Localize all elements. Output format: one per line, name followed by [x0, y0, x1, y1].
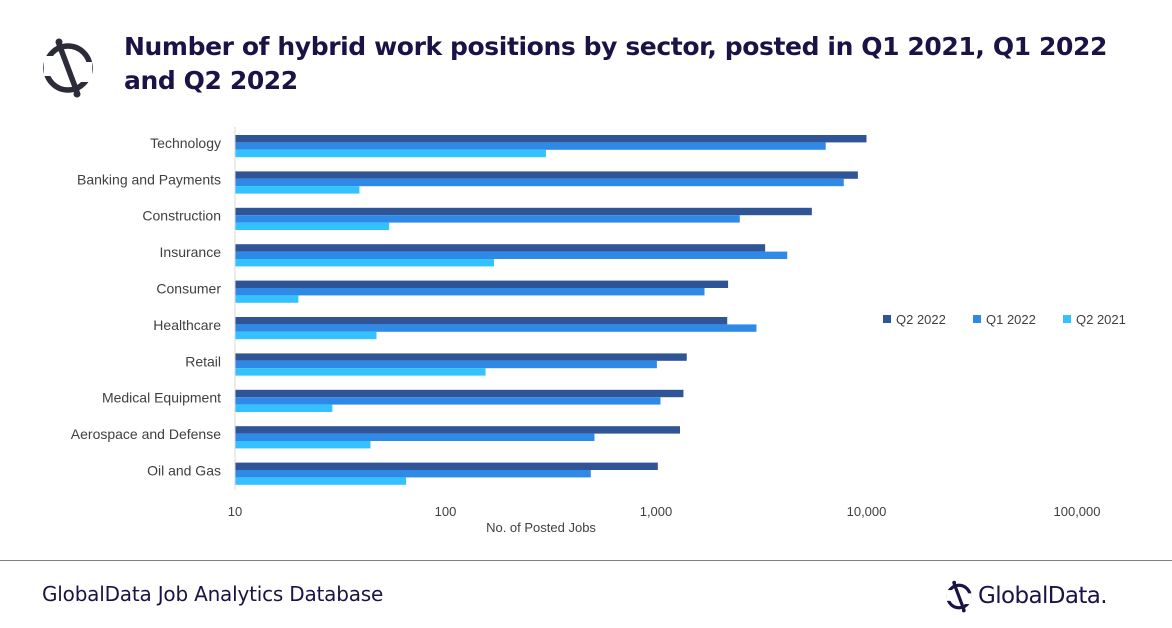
category-label-medical-equipment: Medical Equipment: [102, 390, 221, 406]
category-label-healthcare: Healthcare: [153, 317, 221, 333]
bar-chart: Technology Banking and Payments Constructi…: [71, 127, 1126, 535]
bar-insurance-q1-2022: [235, 251, 788, 259]
category-label-technology: Technology: [150, 135, 221, 151]
bar-medical-equipment-q1-2022: [235, 397, 661, 405]
category-label-consumer: Consumer: [156, 281, 221, 297]
globaldata-logo-icon: [43, 38, 93, 98]
legend-label-q1-2022: Q1 2022: [986, 312, 1036, 327]
category-label-insurance: Insurance: [160, 244, 222, 260]
bar-insurance-q2-2022: [235, 244, 766, 252]
legend: Q2 2022 Q1 2022 Q2 2021: [883, 312, 1126, 327]
bars-group: [235, 135, 867, 485]
bar-insurance-q2-2021: [235, 259, 495, 267]
legend-swatch-q2-2021: [1063, 315, 1071, 323]
brand-name: GlobalData.: [978, 583, 1108, 609]
brand-logo: GlobalData.: [944, 576, 1108, 616]
globaldata-brand-icon: [946, 580, 972, 613]
bar-construction-q2-2022: [235, 207, 812, 216]
x-tick-label: 1,000: [640, 504, 673, 519]
bar-consumer-q1-2022: [235, 288, 705, 296]
bar-healthcare-q2-2022: [235, 317, 728, 325]
bar-aerospace-and-defense-q2-2022: [235, 426, 680, 434]
bar-banking-and-payments-q2-2022: [235, 171, 858, 179]
x-tick-labels: 10 100 1,000 10,000 100,000: [228, 504, 1101, 519]
bar-retail-q2-2022: [235, 353, 687, 361]
bar-retail-q1-2022: [235, 360, 657, 369]
x-tick-label: 100: [435, 504, 457, 519]
legend-label-q2-2021: Q2 2021: [1076, 312, 1126, 327]
bar-technology-q2-2022: [235, 135, 867, 143]
bar-technology-q1-2022: [235, 142, 826, 150]
bar-consumer-q2-2021: [235, 295, 299, 303]
category-label-banking-and-payments: Banking and Payments: [77, 171, 221, 187]
legend-label-q2-2022: Q2 2022: [896, 312, 946, 327]
legend-swatch-q1-2022: [973, 315, 981, 323]
bar-oil-and-gas-q1-2022: [235, 470, 591, 478]
x-tick-label: 10: [228, 504, 242, 519]
bar-medical-equipment-q2-2021: [235, 404, 333, 412]
bar-technology-q2-2021: [235, 149, 546, 158]
category-label-oil-and-gas: Oil and Gas: [147, 463, 221, 479]
chart-title: Number of hybrid work positions by secto…: [124, 32, 1107, 95]
bar-oil-and-gas-q2-2021: [235, 477, 407, 485]
category-labels: Technology Banking and Payments Constructi…: [71, 135, 222, 479]
bar-aerospace-and-defense-q1-2022: [235, 433, 595, 441]
bar-construction-q2-2021: [235, 222, 390, 230]
source-note: GlobalData Job Analytics Database: [42, 582, 384, 606]
bar-healthcare-q1-2022: [235, 324, 757, 332]
bar-healthcare-q2-2021: [235, 331, 377, 340]
bar-banking-and-payments-q1-2022: [235, 178, 844, 187]
bar-consumer-q2-2022: [235, 280, 729, 288]
category-label-retail: Retail: [185, 353, 221, 369]
bar-medical-equipment-q2-2022: [235, 389, 684, 398]
bar-oil-and-gas-q2-2022: [235, 462, 658, 470]
bar-banking-and-payments-q2-2021: [235, 186, 360, 194]
legend-swatch-q2-2022: [883, 315, 891, 323]
bar-aerospace-and-defense-q2-2021: [235, 441, 371, 449]
category-label-construction: Construction: [142, 208, 221, 224]
category-label-aerospace-and-defense: Aerospace and Defense: [71, 426, 221, 442]
bar-retail-q2-2021: [235, 368, 486, 376]
x-tick-label: 10,000: [847, 504, 887, 519]
x-tick-label: 100,000: [1054, 504, 1101, 519]
footer-divider: [0, 560, 1172, 561]
bar-construction-q1-2022: [235, 215, 740, 223]
x-axis-title: No. of Posted Jobs: [486, 520, 596, 535]
